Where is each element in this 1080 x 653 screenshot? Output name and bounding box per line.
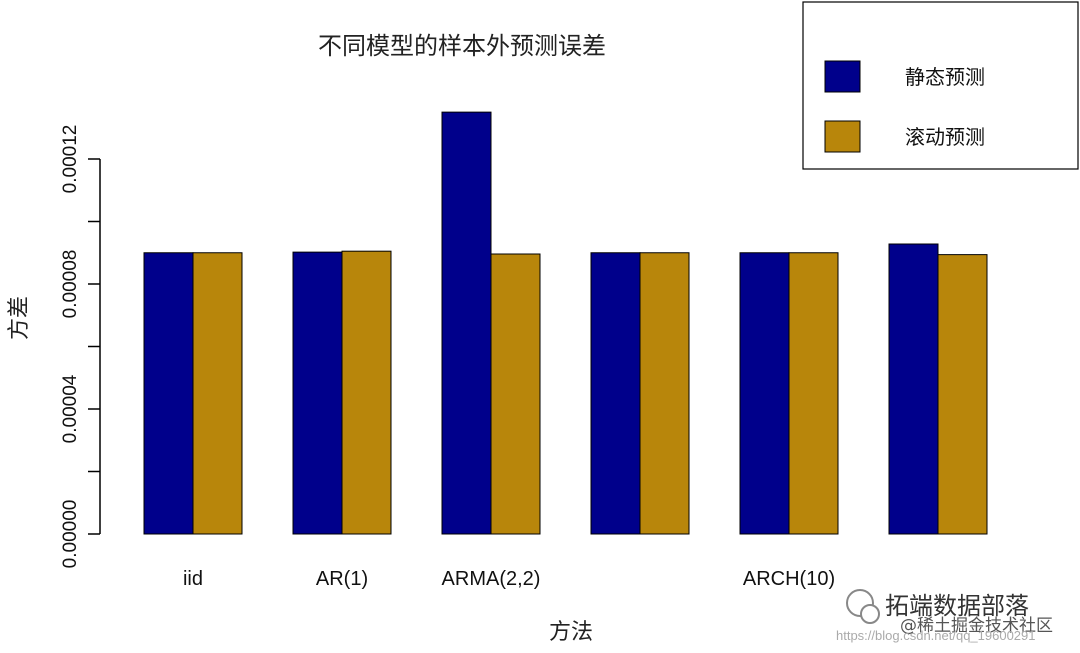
y-axis-ticks: 0.00000 0.00004 0.00008 0.00012	[60, 125, 100, 569]
y-tick-label: 0.00012	[60, 125, 81, 194]
watermark-brand: 拓端数据部落	[885, 592, 1029, 620]
bar-static	[739, 252, 790, 535]
watermark-community: @稀土掘金技术社区	[900, 616, 1053, 636]
bar-rolling	[192, 252, 243, 535]
legend-label-rolling: 滚动预测	[905, 125, 985, 149]
y-axis-label: 方差	[7, 296, 32, 340]
y-tick-label: 0.00008	[60, 250, 81, 319]
wechat-icon-bubble	[860, 604, 880, 624]
category-label: ARCH(10)	[743, 568, 835, 590]
legend-swatch-rolling	[824, 120, 861, 153]
category-label: iid	[183, 568, 203, 590]
wechat-icon	[846, 589, 874, 617]
category-label: AR(1)	[316, 568, 368, 590]
bar-static	[441, 111, 492, 535]
category-label: ARMA(2,2)	[442, 568, 541, 590]
bar-rolling	[788, 252, 839, 535]
legend-swatch-static	[824, 60, 861, 93]
bar-rolling	[937, 254, 988, 535]
bar-rolling	[490, 253, 541, 535]
chart-title: 不同模型的样本外预测误差	[318, 32, 606, 60]
bars-group	[143, 111, 988, 535]
bar-static	[590, 252, 641, 535]
legend-label-static: 静态预测	[905, 65, 985, 89]
watermark-url: https://blog.csdn.net/qq_19600291	[836, 628, 1036, 643]
watermark: 拓端数据部落 @稀土掘金技术社区 https://blog.csdn.net/q…	[836, 589, 1053, 643]
y-tick-label: 0.00000	[60, 500, 81, 569]
bar-rolling	[341, 250, 392, 535]
y-tick-label: 0.00004	[60, 374, 81, 443]
bar-rolling	[639, 252, 690, 535]
legend: 静态预测 滚动预测	[802, 1, 1079, 170]
bar-static	[292, 251, 343, 535]
x-axis-label: 方法	[549, 620, 593, 645]
bar-static	[888, 243, 939, 535]
category-labels: iid AR(1) ARMA(2,2) ARCH(10)	[183, 568, 835, 590]
bar-static	[143, 252, 194, 535]
